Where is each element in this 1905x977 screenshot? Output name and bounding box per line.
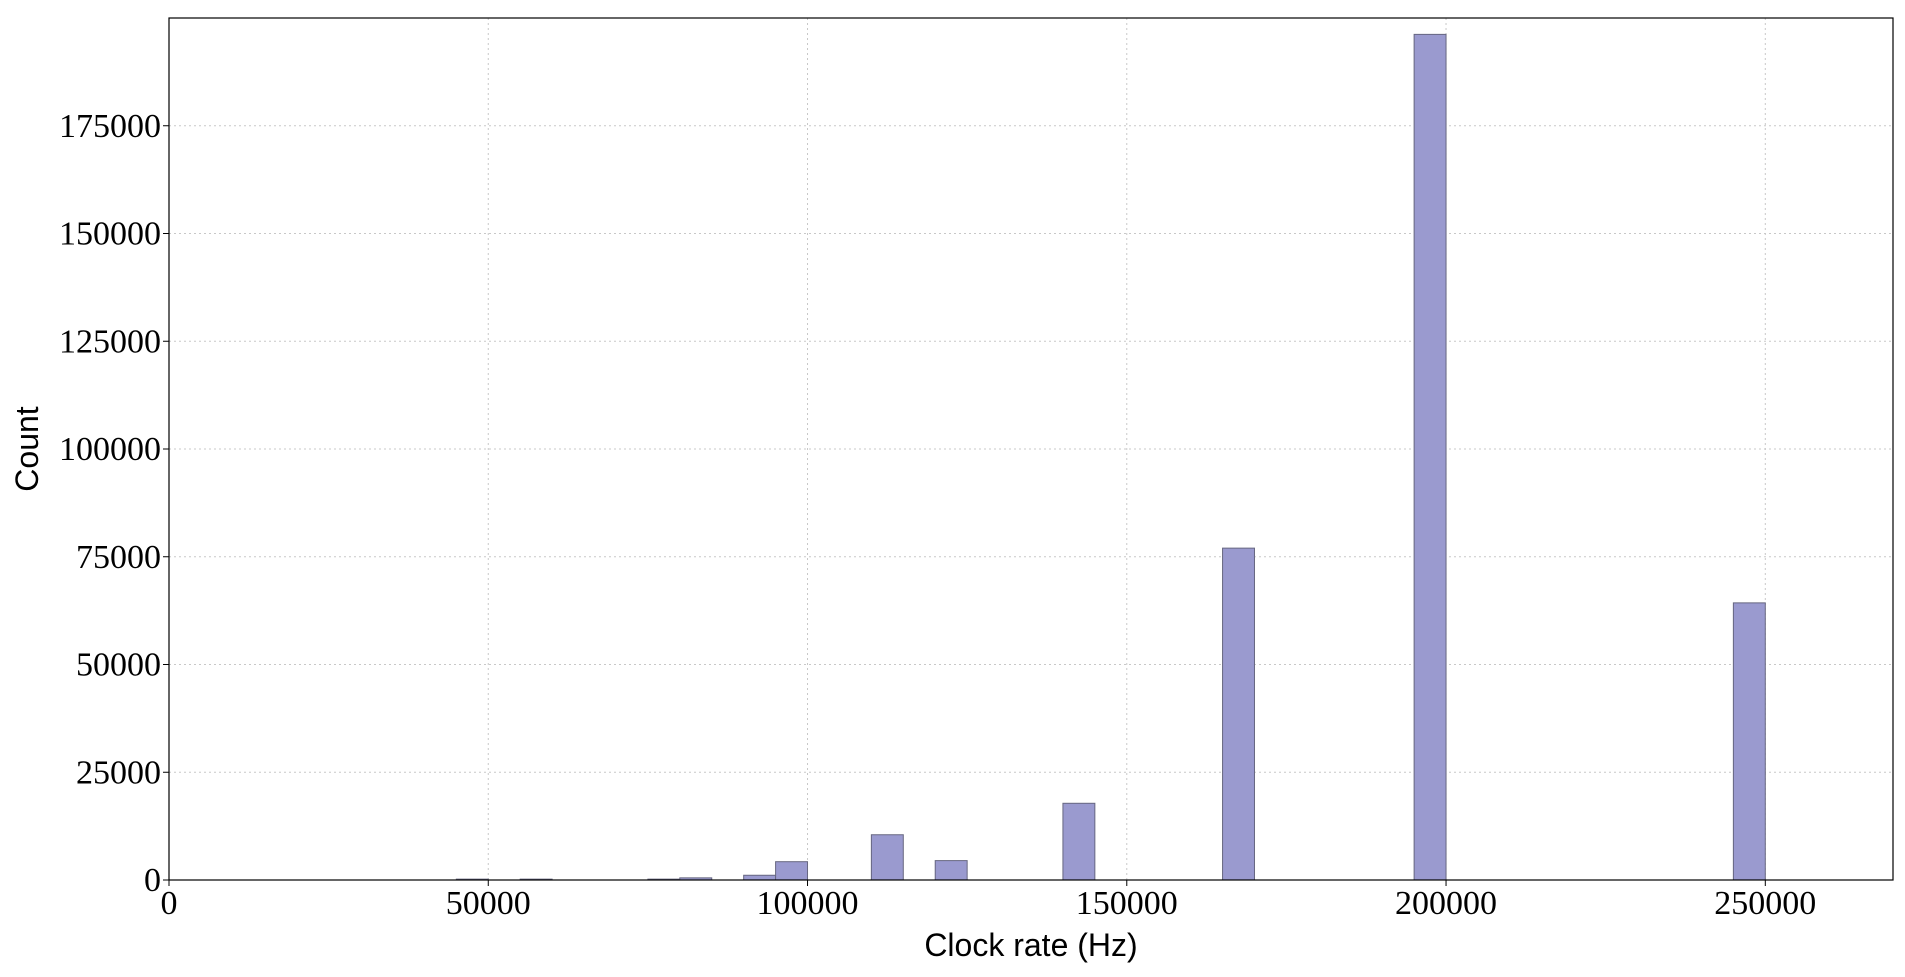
x-tick-label: 250000	[1714, 885, 1816, 922]
histogram-bar	[743, 874, 777, 881]
y-axis-label: Count	[9, 406, 45, 492]
y-tick-label: 150000	[59, 216, 161, 253]
histogram-bar	[1222, 547, 1255, 881]
x-tick-label: 0	[161, 885, 178, 922]
histogram-bar	[775, 861, 809, 881]
histogram-bar	[1732, 602, 1766, 881]
histogram-bar	[934, 860, 968, 881]
y-tick-label: 100000	[59, 431, 161, 468]
x-tick-label: 50000	[446, 885, 531, 922]
y-tick-label: 0	[144, 862, 161, 899]
bars	[455, 33, 1766, 881]
histogram-bar	[1413, 33, 1447, 881]
y-tick-label: 50000	[76, 647, 161, 684]
x-tick-label: 100000	[757, 885, 859, 922]
x-tick-label: 150000	[1076, 885, 1178, 922]
y-tick-label: 25000	[76, 754, 161, 791]
histogram-bar	[1062, 802, 1096, 881]
y-tick-label: 75000	[76, 539, 161, 576]
grid	[168, 18, 1893, 881]
x-axis-label: Clock rate (Hz)	[924, 927, 1137, 963]
x-tick-label: 200000	[1395, 885, 1497, 922]
histogram-bar	[870, 834, 904, 881]
y-tick-label: 175000	[59, 108, 161, 145]
y-tick-label: 125000	[59, 323, 161, 360]
